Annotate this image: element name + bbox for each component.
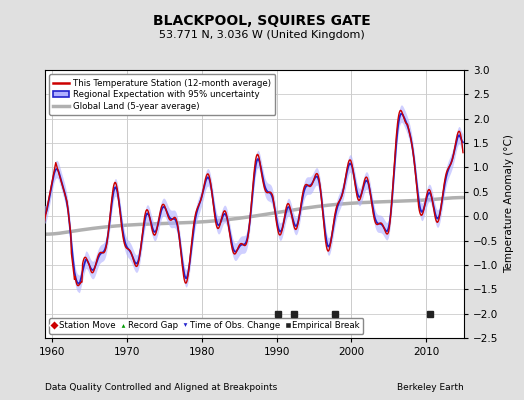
Y-axis label: Temperature Anomaly (°C): Temperature Anomaly (°C)	[504, 134, 514, 274]
Text: BLACKPOOL, SQUIRES GATE: BLACKPOOL, SQUIRES GATE	[153, 14, 371, 28]
Legend: Station Move, Record Gap, Time of Obs. Change, Empirical Break: Station Move, Record Gap, Time of Obs. C…	[49, 318, 364, 334]
Text: 53.771 N, 3.036 W (United Kingdom): 53.771 N, 3.036 W (United Kingdom)	[159, 30, 365, 40]
Text: Data Quality Controlled and Aligned at Breakpoints: Data Quality Controlled and Aligned at B…	[45, 383, 277, 392]
Text: Berkeley Earth: Berkeley Earth	[397, 383, 464, 392]
